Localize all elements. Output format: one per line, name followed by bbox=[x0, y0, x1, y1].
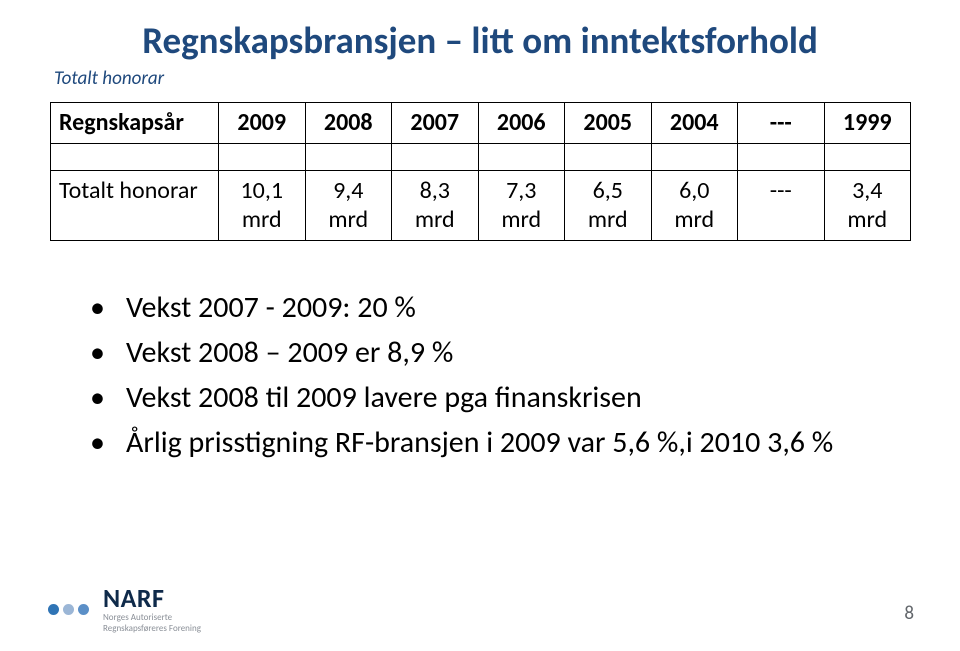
row-label: Totalt honorar bbox=[51, 171, 219, 241]
slide: Regnskapsbransjen – litt om inntektsforh… bbox=[0, 0, 960, 651]
cell-value: 3,4mrd bbox=[824, 171, 911, 241]
col-year: --- bbox=[738, 103, 825, 144]
footer-brand: NARF Norges Autoriserte Regnskapsføreres… bbox=[48, 585, 201, 633]
col-year: 2008 bbox=[305, 103, 392, 144]
table-row: Totalt honorar 10,1mrd 9,4mrd 8,3mrd 7,3… bbox=[51, 171, 911, 241]
subtitle: Totalt honorar bbox=[54, 67, 910, 90]
col-year: 2006 bbox=[478, 103, 565, 144]
cell-value: 10,1mrd bbox=[219, 171, 306, 241]
cell-value: 7,3mrd bbox=[478, 171, 565, 241]
col-year: 2005 bbox=[565, 103, 652, 144]
col-year: 2007 bbox=[392, 103, 479, 144]
cell-value: --- bbox=[738, 171, 825, 241]
col-year: 2004 bbox=[651, 103, 738, 144]
brand-text: NARF Norges Autoriserte Regnskapsføreres… bbox=[103, 585, 201, 633]
col-year: 2009 bbox=[219, 103, 306, 144]
cell-value: 8,3mrd bbox=[392, 171, 479, 241]
list-item: Vekst 2008 – 2009 er 8,9 % bbox=[90, 330, 910, 375]
cell-value: 9,4mrd bbox=[305, 171, 392, 241]
dot-icon bbox=[63, 604, 74, 615]
table-header-row: Regnskapsår 2009 2008 2007 2006 2005 200… bbox=[51, 103, 911, 144]
list-item: Årlig prisstigning RF-bransjen i 2009 va… bbox=[90, 420, 910, 465]
brand-sub2: Regnskapsføreres Forening bbox=[103, 624, 201, 633]
list-item: Vekst 2008 til 2009 lavere pga finanskri… bbox=[90, 375, 910, 420]
brand-name: NARF bbox=[103, 585, 201, 611]
page-title: Regnskapsbransjen – litt om inntektsforh… bbox=[50, 18, 910, 63]
bullet-list: Vekst 2007 - 2009: 20 % Vekst 2008 – 200… bbox=[90, 285, 910, 465]
cell-value: 6,0mrd bbox=[651, 171, 738, 241]
dot-icon bbox=[78, 604, 89, 615]
honorar-table: Regnskapsår 2009 2008 2007 2006 2005 200… bbox=[50, 102, 911, 241]
logo-dots-icon bbox=[48, 604, 93, 615]
table-spacer-row bbox=[51, 144, 911, 171]
brand-sub1: Norges Autoriserte bbox=[103, 613, 201, 622]
cell-value: 6,5mrd bbox=[565, 171, 652, 241]
list-item: Vekst 2007 - 2009: 20 % bbox=[90, 285, 910, 330]
col-year: 1999 bbox=[824, 103, 911, 144]
dot-icon bbox=[48, 604, 59, 615]
page-number: 8 bbox=[904, 602, 914, 625]
col-label: Regnskapsår bbox=[51, 103, 219, 144]
